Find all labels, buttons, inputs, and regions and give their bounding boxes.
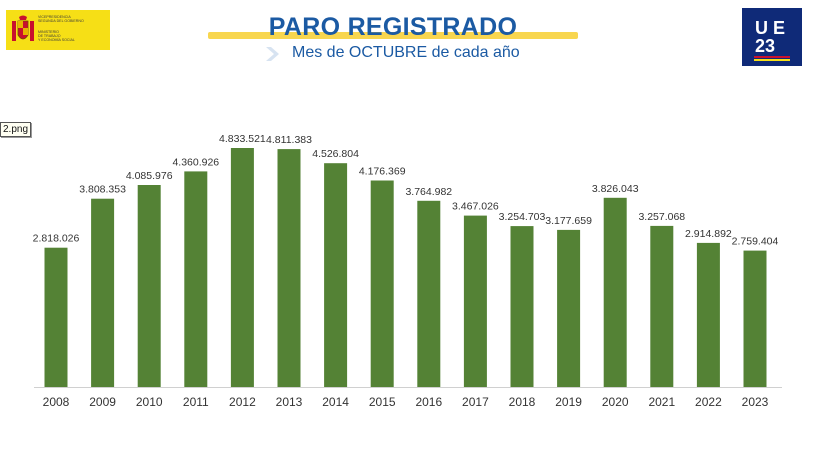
category-label-2023: 2023 <box>742 395 769 409</box>
value-label-2020: 3.826.043 <box>592 183 639 195</box>
value-label-2021: 3.257.068 <box>638 211 685 223</box>
value-label-2010: 4.085.976 <box>126 170 173 182</box>
title-highlight <box>208 32 578 39</box>
category-label-2014: 2014 <box>322 395 349 409</box>
ministry-logo: Vicepresidencia Segunda del Gobierno Min… <box>6 10 110 50</box>
bar-2011 <box>184 171 208 387</box>
chevron-right-icon <box>266 47 279 61</box>
category-label-2017: 2017 <box>462 395 489 409</box>
category-label-2013: 2013 <box>276 395 303 409</box>
ministry-line2: Ministerio de Trabajo y Economía Social <box>38 30 75 43</box>
value-label-2022: 2.914.892 <box>685 228 732 240</box>
value-label-2008: 2.818.026 <box>33 233 80 245</box>
page-subtitle: Mes de OCTUBRE de cada año <box>292 44 520 61</box>
category-label-2011: 2011 <box>183 395 209 409</box>
value-label-2009: 3.808.353 <box>79 184 126 196</box>
bar-2008 <box>44 247 68 387</box>
ue-logo-bottom: 23 <box>755 36 775 56</box>
category-label-2021: 2021 <box>648 395 675 409</box>
bar-2010 <box>137 185 161 387</box>
spain-coat-of-arms-icon <box>12 15 34 41</box>
bar-2019 <box>557 229 581 387</box>
category-label-2015: 2015 <box>369 395 396 409</box>
value-label-2014: 4.526.804 <box>312 148 359 160</box>
ue23-logo-icon: U E 23 <box>754 18 790 61</box>
value-label-2011: 4.360.926 <box>172 156 219 168</box>
value-label-2019: 3.177.659 <box>545 215 592 227</box>
bar-2017 <box>463 215 487 387</box>
category-label-2010: 2010 <box>136 395 163 409</box>
ministry-line1: Vicepresidencia Segunda del Gobierno <box>38 15 84 24</box>
bar-2020 <box>603 197 627 387</box>
category-label-2016: 2016 <box>415 395 442 409</box>
bar-2022 <box>696 242 720 387</box>
eu-presidency-logo: U E 23 <box>742 8 802 66</box>
value-label-2023: 2.759.404 <box>732 236 779 248</box>
category-label-2020: 2020 <box>602 395 629 409</box>
bar-2014 <box>324 163 348 387</box>
file-name-badge: 2.png <box>0 122 32 137</box>
category-label-2008: 2008 <box>43 395 70 409</box>
ue-logo-top: U E <box>755 18 785 38</box>
category-label-2009: 2009 <box>89 395 116 409</box>
bar-2018 <box>510 226 534 387</box>
category-label-2022: 2022 <box>695 395 722 409</box>
bar-2012 <box>230 148 254 387</box>
category-label-2012: 2012 <box>229 395 256 409</box>
bar-2013 <box>277 149 301 387</box>
bar-2009 <box>91 198 115 387</box>
category-label-2018: 2018 <box>509 395 536 409</box>
bar-2015 <box>370 180 394 387</box>
bar-2023 <box>743 250 767 387</box>
bar-2021 <box>650 225 674 387</box>
category-label-2019: 2019 <box>555 395 582 409</box>
value-label-2016: 3.764.982 <box>405 186 452 198</box>
value-label-2017: 3.467.026 <box>452 201 499 213</box>
value-label-2013: 4.811.383 <box>266 134 312 146</box>
page-title: PARO REGISTRADO <box>268 13 518 41</box>
value-label-2015: 4.176.369 <box>359 166 406 178</box>
value-label-2012: 4.833.521 <box>219 133 266 145</box>
bar-2016 <box>417 200 441 387</box>
value-label-2018: 3.254.703 <box>499 211 546 223</box>
